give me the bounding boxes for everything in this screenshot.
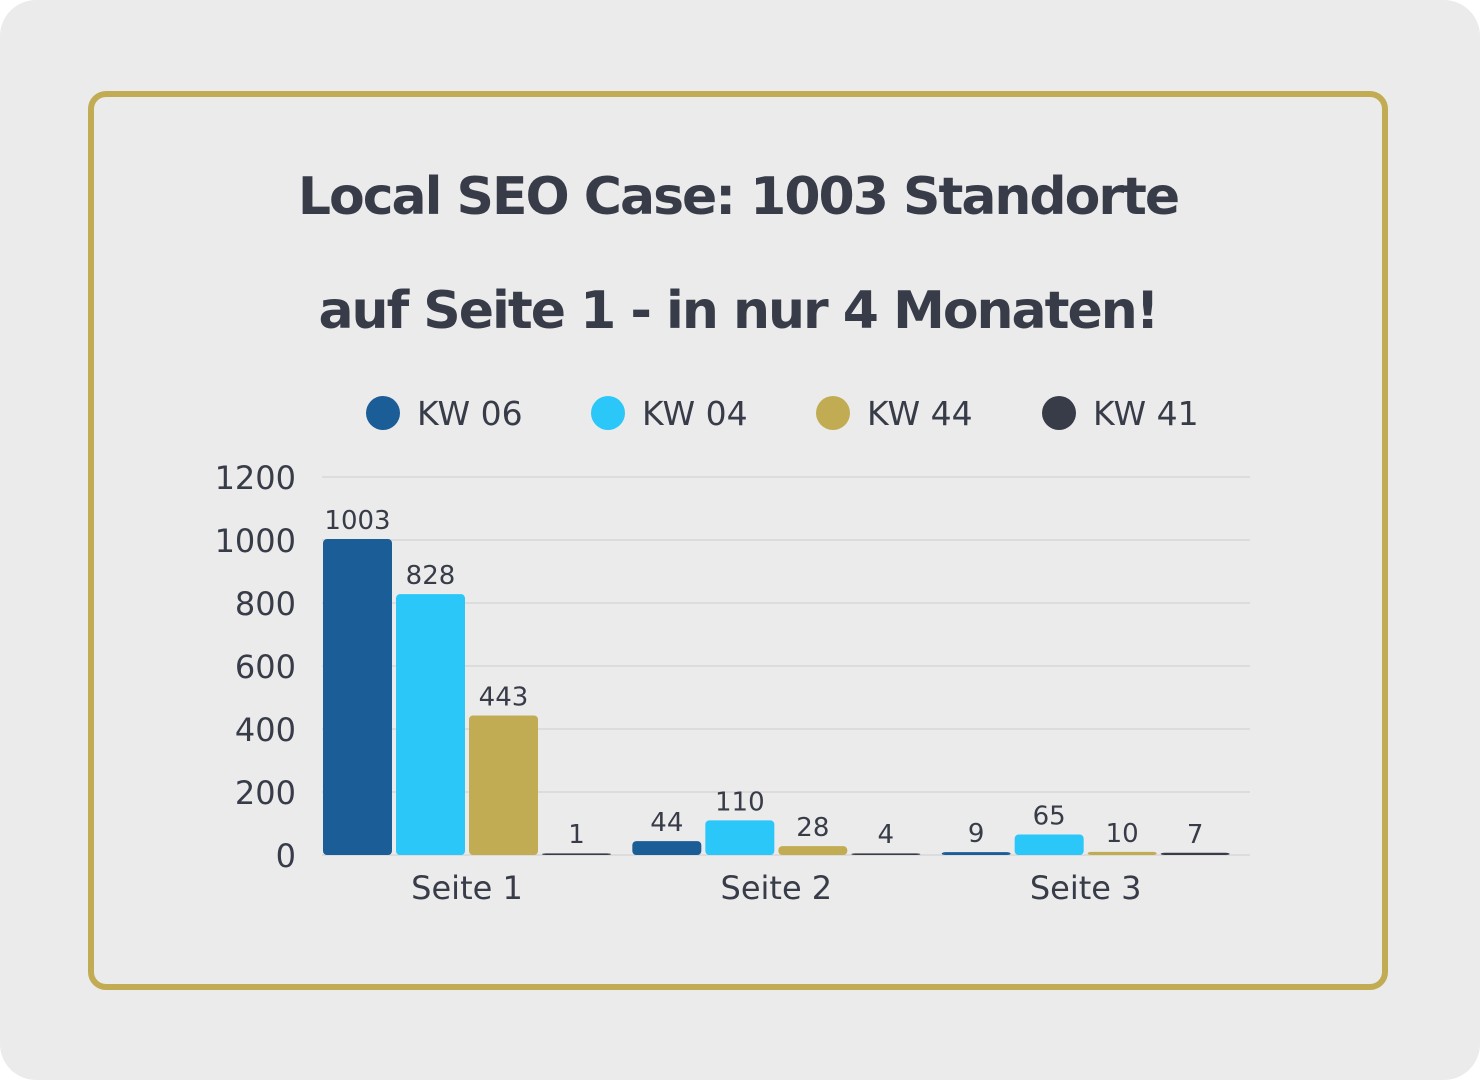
legend-marker-kw-44 (816, 396, 850, 430)
x-tick-label-seite-3: Seite 3 (1030, 869, 1142, 907)
y-tick-label-0: 0 (276, 837, 296, 875)
bar-seite-3-kw-06 (941, 852, 1011, 855)
data-label-seite-1-kw-44: 443 (479, 682, 529, 712)
data-label-seite-2-kw-06: 44 (650, 808, 683, 838)
legend-marker-kw-06 (366, 396, 400, 430)
bar-seite-3-kw-41 (1160, 852, 1230, 855)
bar-seite-2-kw-04 (705, 820, 775, 855)
bar-seite-1-kw-06 (323, 539, 392, 855)
bar-seite-1-kw-04 (396, 594, 465, 855)
legend-label-kw-41: KW 41 (1093, 394, 1199, 433)
x-axis: Seite 1 Seite 2 Seite 3 (411, 869, 1141, 907)
data-label-seite-2-kw-04: 110 (715, 787, 765, 817)
legend-label-kw-06: KW 06 (417, 394, 523, 433)
legend-label-kw-04: KW 04 (642, 394, 748, 433)
x-tick-label-seite-1: Seite 1 (411, 869, 523, 907)
bar-seite-3-kw-04 (1014, 834, 1084, 855)
data-label-seite-1-kw-06: 1003 (324, 506, 390, 536)
y-tick-label-1000: 1000 (215, 522, 296, 560)
data-label-seite-1-kw-41: 1 (568, 820, 585, 850)
data-label-seite-3-kw-41: 7 (1187, 820, 1204, 850)
legend-label-kw-44: KW 44 (867, 394, 973, 433)
data-label-seite-2-kw-44: 28 (796, 813, 829, 843)
bar-seite-2-kw-06 (632, 841, 702, 855)
y-tick-label-1200: 1200 (215, 459, 296, 497)
data-label-seite-2-kw-41: 4 (878, 820, 895, 850)
data-label-seite-3-kw-44: 10 (1106, 819, 1139, 849)
bar-seite-2-kw-41 (851, 853, 921, 855)
bar-seite-1-kw-44 (469, 715, 538, 855)
data-label-seite-3-kw-04: 65 (1033, 802, 1066, 832)
legend: KW 06 KW 04 KW 44 KW 41 (366, 394, 1199, 433)
chart-title: Local SEO Case: 1003 Standorte auf Seite… (88, 168, 1388, 340)
y-tick-label-200: 200 (235, 774, 296, 812)
chart-frame (88, 91, 1388, 990)
data-labels: 1003 828 443 1 44 110 28 4 9 65 10 7 (324, 506, 1203, 850)
bars (323, 539, 1230, 855)
y-axis: 0 200 400 600 800 1000 1200 (215, 459, 296, 875)
bar-seite-2-kw-44 (778, 846, 848, 855)
y-tick-label-800: 800 (235, 585, 296, 623)
data-label-seite-3-kw-06: 9 (968, 819, 985, 849)
chart-title-line-2: auf Seite 1 - in nur 4 Monaten! (318, 281, 1159, 341)
legend-marker-kw-41 (1042, 396, 1076, 430)
y-tick-label-400: 400 (235, 711, 296, 749)
chart-title-line-1: Local SEO Case: 1003 Standorte (297, 167, 1180, 227)
y-tick-label-600: 600 (235, 648, 296, 686)
data-label-seite-1-kw-04: 828 (406, 561, 456, 591)
x-tick-label-seite-2: Seite 2 (721, 869, 833, 907)
legend-marker-kw-04 (591, 396, 625, 430)
bar-seite-3-kw-44 (1087, 851, 1157, 855)
bar-seite-1-kw-41 (542, 853, 611, 855)
